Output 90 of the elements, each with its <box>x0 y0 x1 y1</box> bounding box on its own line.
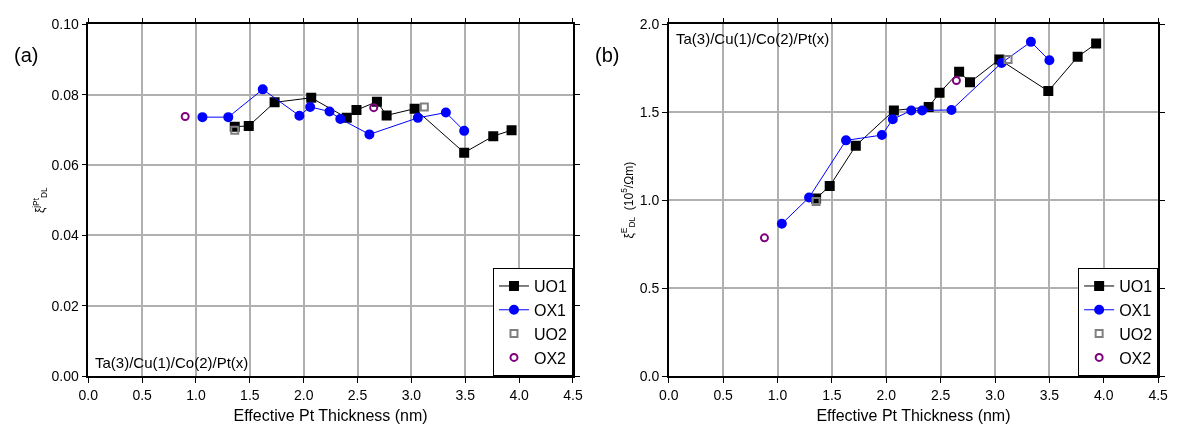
y-tick-label: 0.02 <box>51 297 79 314</box>
legend-label: OX2 <box>533 349 567 367</box>
y-tick-label: 0.06 <box>51 156 79 173</box>
legend-label: UO1 <box>533 278 567 296</box>
x-axis-title: Effective Pt Thickness (nm) <box>816 406 1011 424</box>
point <box>369 103 379 113</box>
annotation: Ta(3)/Cu(1)/Co(2)/Pt(x) <box>676 30 830 47</box>
y-tick-label: 0.5 <box>639 280 660 297</box>
x-tick-label: 4.0 <box>1094 386 1114 403</box>
point <box>824 181 835 192</box>
x-tick-label: 0.0 <box>659 386 679 403</box>
point <box>934 87 945 98</box>
text: (a) <box>14 44 39 66</box>
x-tick-label: 1.0 <box>767 386 788 403</box>
point <box>954 66 965 77</box>
point <box>850 140 861 151</box>
point <box>230 125 240 135</box>
point <box>1043 86 1054 97</box>
point <box>887 114 898 125</box>
point <box>876 130 887 141</box>
point <box>324 106 335 117</box>
point <box>759 233 769 243</box>
point <box>841 135 852 146</box>
y-tick-label: 0.08 <box>51 86 79 103</box>
x-tick-label: 3.5 <box>455 386 476 403</box>
point <box>257 84 268 95</box>
point <box>488 131 499 142</box>
y-tick-label: 0.10 <box>51 16 79 33</box>
point <box>419 102 429 112</box>
point <box>180 111 190 121</box>
point <box>459 147 470 158</box>
point <box>381 110 392 121</box>
legend-label: UO2 <box>1119 325 1153 343</box>
x-tick-label: 0.0 <box>78 386 99 403</box>
point <box>951 76 961 86</box>
point <box>306 92 317 103</box>
x-axis-title: Effective Pt Thickness (nm) <box>233 406 428 424</box>
x-tick-label: 4.5 <box>1148 386 1169 403</box>
y-tick-label: 1.5 <box>639 104 660 121</box>
x-tick-label: 1.5 <box>240 386 260 403</box>
point <box>906 105 917 116</box>
x-tick-label: 3.0 <box>985 386 1005 403</box>
y-tick-label: 0.0 <box>639 367 660 384</box>
point <box>917 105 928 116</box>
x-tick-label: 4.0 <box>509 386 530 403</box>
point <box>1091 38 1102 49</box>
point <box>946 104 957 115</box>
y-tick-label: 1.0 <box>639 192 660 209</box>
x-tick-label: 3.0 <box>401 386 422 403</box>
point <box>243 120 254 131</box>
x-tick-label: 0.5 <box>713 386 734 403</box>
point <box>351 105 362 116</box>
y-tick-label: 0.04 <box>51 227 79 244</box>
x-tick-label: 3.5 <box>1039 386 1060 403</box>
legend-label: OX2 <box>1119 349 1152 367</box>
point <box>1025 36 1036 47</box>
point <box>459 125 470 136</box>
point <box>506 125 517 136</box>
point <box>305 101 316 112</box>
x-tick-label: 2.5 <box>347 386 368 403</box>
legend-label: UO1 <box>1119 278 1153 296</box>
point <box>223 112 234 123</box>
x-tick-label: 2.0 <box>293 386 314 403</box>
x-tick-label: 1.0 <box>186 386 206 403</box>
legend-label: OX1 <box>1119 302 1152 320</box>
point <box>1072 51 1083 62</box>
text: (b) <box>595 44 620 66</box>
legend-label: OX1 <box>533 302 567 320</box>
point <box>294 110 305 121</box>
y-tick-label: 2.0 <box>639 16 660 33</box>
point <box>335 113 346 124</box>
point <box>364 129 375 140</box>
legend-label: UO2 <box>533 325 567 343</box>
point <box>776 218 787 229</box>
annotation: Ta(3)/Cu(1)/Co(2)/Pt(x) <box>95 354 249 371</box>
x-tick-label: 1.5 <box>822 386 842 403</box>
point <box>965 77 975 88</box>
point <box>409 103 420 114</box>
x-tick-label: 0.5 <box>132 386 153 403</box>
point <box>888 105 899 116</box>
x-tick-label: 4.5 <box>563 386 583 403</box>
point <box>440 107 451 118</box>
y-tick-label: 0.00 <box>51 367 79 384</box>
x-tick-label: 2.5 <box>930 386 951 403</box>
point <box>804 192 815 203</box>
point <box>412 112 423 123</box>
x-tick-label: 2.0 <box>876 386 897 403</box>
point <box>1044 55 1055 66</box>
point <box>1003 54 1013 64</box>
point <box>197 112 208 123</box>
